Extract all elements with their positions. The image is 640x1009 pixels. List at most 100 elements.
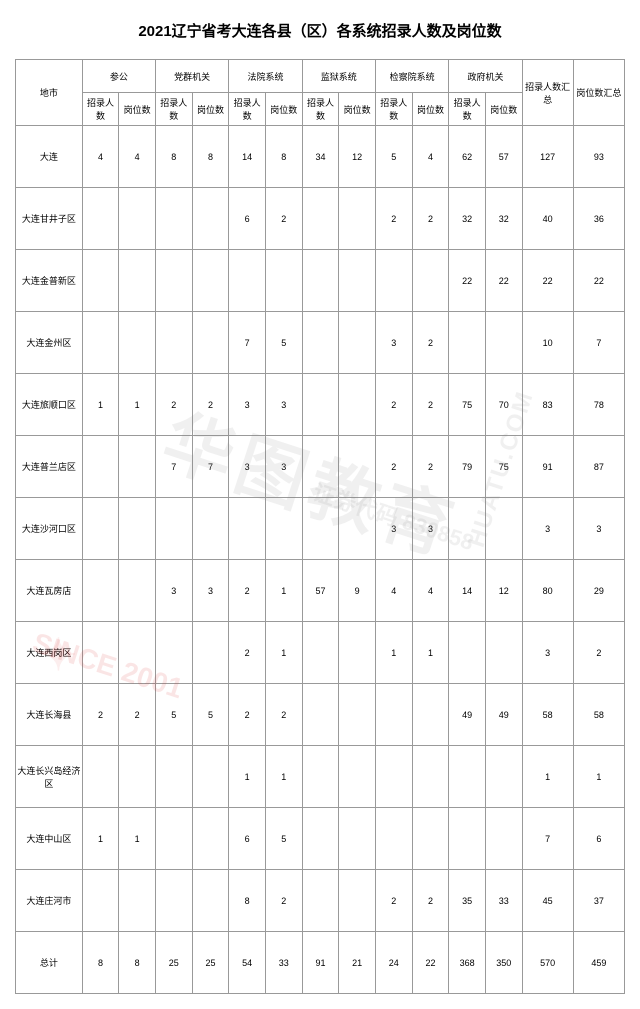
cell-sum: 93 bbox=[573, 126, 624, 188]
table-row: 大连长海县22552249495858 bbox=[16, 684, 625, 746]
cell-value: 5 bbox=[265, 312, 302, 374]
cell-value bbox=[339, 188, 376, 250]
cell-value bbox=[192, 746, 229, 808]
cell-value: 2 bbox=[265, 188, 302, 250]
cell-value: 2 bbox=[412, 374, 449, 436]
cell-value: 3 bbox=[192, 560, 229, 622]
cell-value bbox=[82, 746, 119, 808]
recruitment-table: 地市 参公 党群机关 法院系统 监狱系统 检察院系统 政府机关 招录人数汇总 岗… bbox=[15, 59, 625, 994]
cell-value: 57 bbox=[485, 126, 522, 188]
cell-value: 57 bbox=[302, 560, 339, 622]
cell-value bbox=[485, 498, 522, 560]
cell-value: 1 bbox=[265, 746, 302, 808]
cell-value: 49 bbox=[449, 684, 486, 746]
cell-value: 3 bbox=[229, 436, 266, 498]
table-row: 大连瓦房店33215794414128029 bbox=[16, 560, 625, 622]
cell-value: 2 bbox=[229, 684, 266, 746]
cell-sum: 91 bbox=[522, 436, 573, 498]
cell-value bbox=[265, 498, 302, 560]
cell-region: 大连长兴岛经济区 bbox=[16, 746, 83, 808]
header-row-1: 地市 参公 党群机关 法院系统 监狱系统 检察院系统 政府机关 招录人数汇总 岗… bbox=[16, 60, 625, 93]
cell-value: 3 bbox=[265, 436, 302, 498]
cell-value: 3 bbox=[229, 374, 266, 436]
cell-value: 25 bbox=[192, 932, 229, 994]
cell-value: 1 bbox=[229, 746, 266, 808]
cell-value: 4 bbox=[375, 560, 412, 622]
cell-value: 2 bbox=[229, 622, 266, 684]
cell-region: 大连金普新区 bbox=[16, 250, 83, 312]
cell-value bbox=[449, 808, 486, 870]
cell-value: 2 bbox=[119, 684, 156, 746]
cell-value bbox=[302, 622, 339, 684]
cell-sum: 37 bbox=[573, 870, 624, 932]
cell-value: 7 bbox=[229, 312, 266, 374]
cell-value bbox=[119, 870, 156, 932]
col-group-5: 政府机关 bbox=[449, 60, 522, 93]
cell-region: 大连庄河市 bbox=[16, 870, 83, 932]
cell-sum: 29 bbox=[573, 560, 624, 622]
cell-value: 8 bbox=[119, 932, 156, 994]
cell-value bbox=[449, 622, 486, 684]
cell-value: 21 bbox=[339, 932, 376, 994]
cell-value bbox=[82, 870, 119, 932]
cell-value: 2 bbox=[412, 870, 449, 932]
cell-sum: 10 bbox=[522, 312, 573, 374]
cell-value bbox=[192, 622, 229, 684]
cell-value bbox=[119, 498, 156, 560]
cell-value: 14 bbox=[449, 560, 486, 622]
cell-value: 22 bbox=[485, 250, 522, 312]
cell-sum: 2 bbox=[573, 622, 624, 684]
col-sub: 招录人数 bbox=[82, 93, 119, 126]
cell-value bbox=[302, 374, 339, 436]
table-body: 大连4488148341254625712793大连甘井子区6222323240… bbox=[16, 126, 625, 994]
cell-value: 70 bbox=[485, 374, 522, 436]
cell-value bbox=[339, 684, 376, 746]
cell-sum: 3 bbox=[522, 622, 573, 684]
cell-value: 4 bbox=[412, 560, 449, 622]
cell-value: 2 bbox=[155, 374, 192, 436]
cell-value bbox=[412, 746, 449, 808]
cell-value bbox=[412, 684, 449, 746]
cell-value bbox=[155, 188, 192, 250]
cell-value: 75 bbox=[485, 436, 522, 498]
cell-value: 49 bbox=[485, 684, 522, 746]
cell-value bbox=[302, 684, 339, 746]
cell-value: 25 bbox=[155, 932, 192, 994]
cell-value: 6 bbox=[229, 188, 266, 250]
cell-sum: 83 bbox=[522, 374, 573, 436]
cell-value: 2 bbox=[375, 436, 412, 498]
cell-sum: 570 bbox=[522, 932, 573, 994]
cell-value: 5 bbox=[265, 808, 302, 870]
cell-value bbox=[375, 808, 412, 870]
cell-sum: 58 bbox=[573, 684, 624, 746]
col-sum-recruit: 招录人数汇总 bbox=[522, 60, 573, 126]
cell-value: 368 bbox=[449, 932, 486, 994]
cell-value bbox=[192, 250, 229, 312]
col-sub: 岗位数 bbox=[339, 93, 376, 126]
cell-value: 22 bbox=[449, 250, 486, 312]
cell-value bbox=[412, 250, 449, 312]
col-sub: 招录人数 bbox=[229, 93, 266, 126]
table-row: 大连沙河口区3333 bbox=[16, 498, 625, 560]
cell-value: 1 bbox=[119, 374, 156, 436]
cell-sum: 1 bbox=[573, 746, 624, 808]
cell-value: 2 bbox=[412, 188, 449, 250]
cell-value bbox=[485, 808, 522, 870]
cell-value: 34 bbox=[302, 126, 339, 188]
cell-value: 2 bbox=[375, 188, 412, 250]
cell-value: 8 bbox=[229, 870, 266, 932]
cell-value bbox=[82, 560, 119, 622]
cell-value bbox=[485, 622, 522, 684]
cell-value: 1 bbox=[375, 622, 412, 684]
col-sub: 招录人数 bbox=[449, 93, 486, 126]
cell-value bbox=[485, 312, 522, 374]
cell-value bbox=[119, 250, 156, 312]
cell-value: 2 bbox=[375, 374, 412, 436]
cell-value bbox=[302, 498, 339, 560]
cell-value: 1 bbox=[412, 622, 449, 684]
cell-value bbox=[119, 622, 156, 684]
cell-region: 总计 bbox=[16, 932, 83, 994]
cell-value bbox=[339, 870, 376, 932]
col-sum-post: 岗位数汇总 bbox=[573, 60, 624, 126]
cell-value: 2 bbox=[265, 684, 302, 746]
